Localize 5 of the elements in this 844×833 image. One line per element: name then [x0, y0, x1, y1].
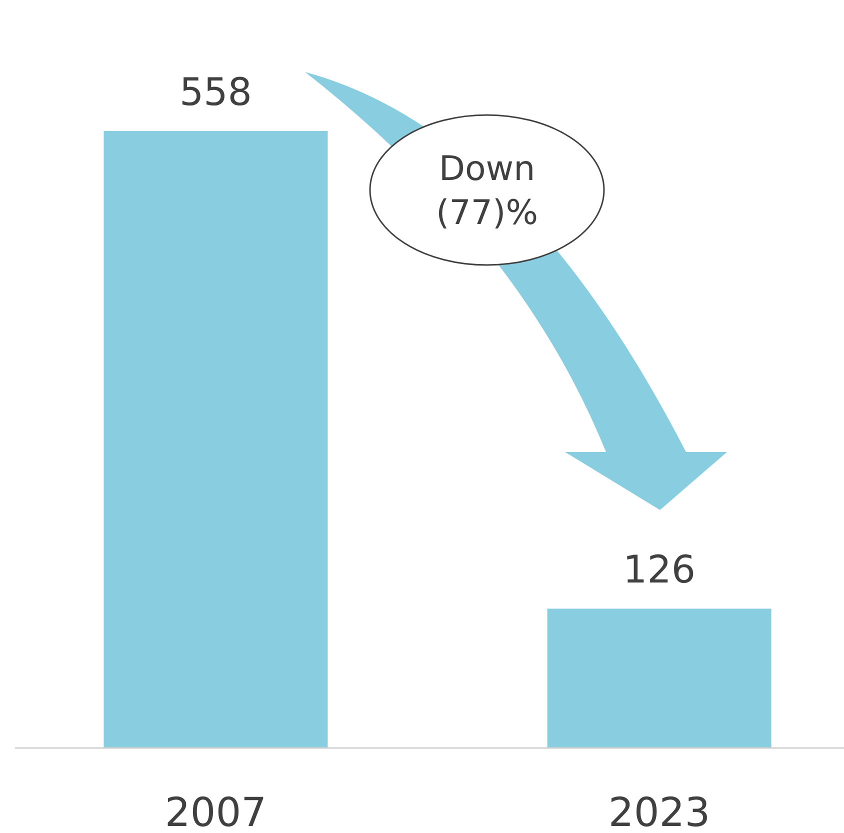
data-label: 558	[179, 70, 252, 114]
x-tick-label: 2023	[608, 790, 710, 833]
annotation: Down (77)%	[436, 149, 538, 233]
x-tick-label: 2007	[164, 790, 267, 833]
data-label: 126	[623, 548, 696, 592]
